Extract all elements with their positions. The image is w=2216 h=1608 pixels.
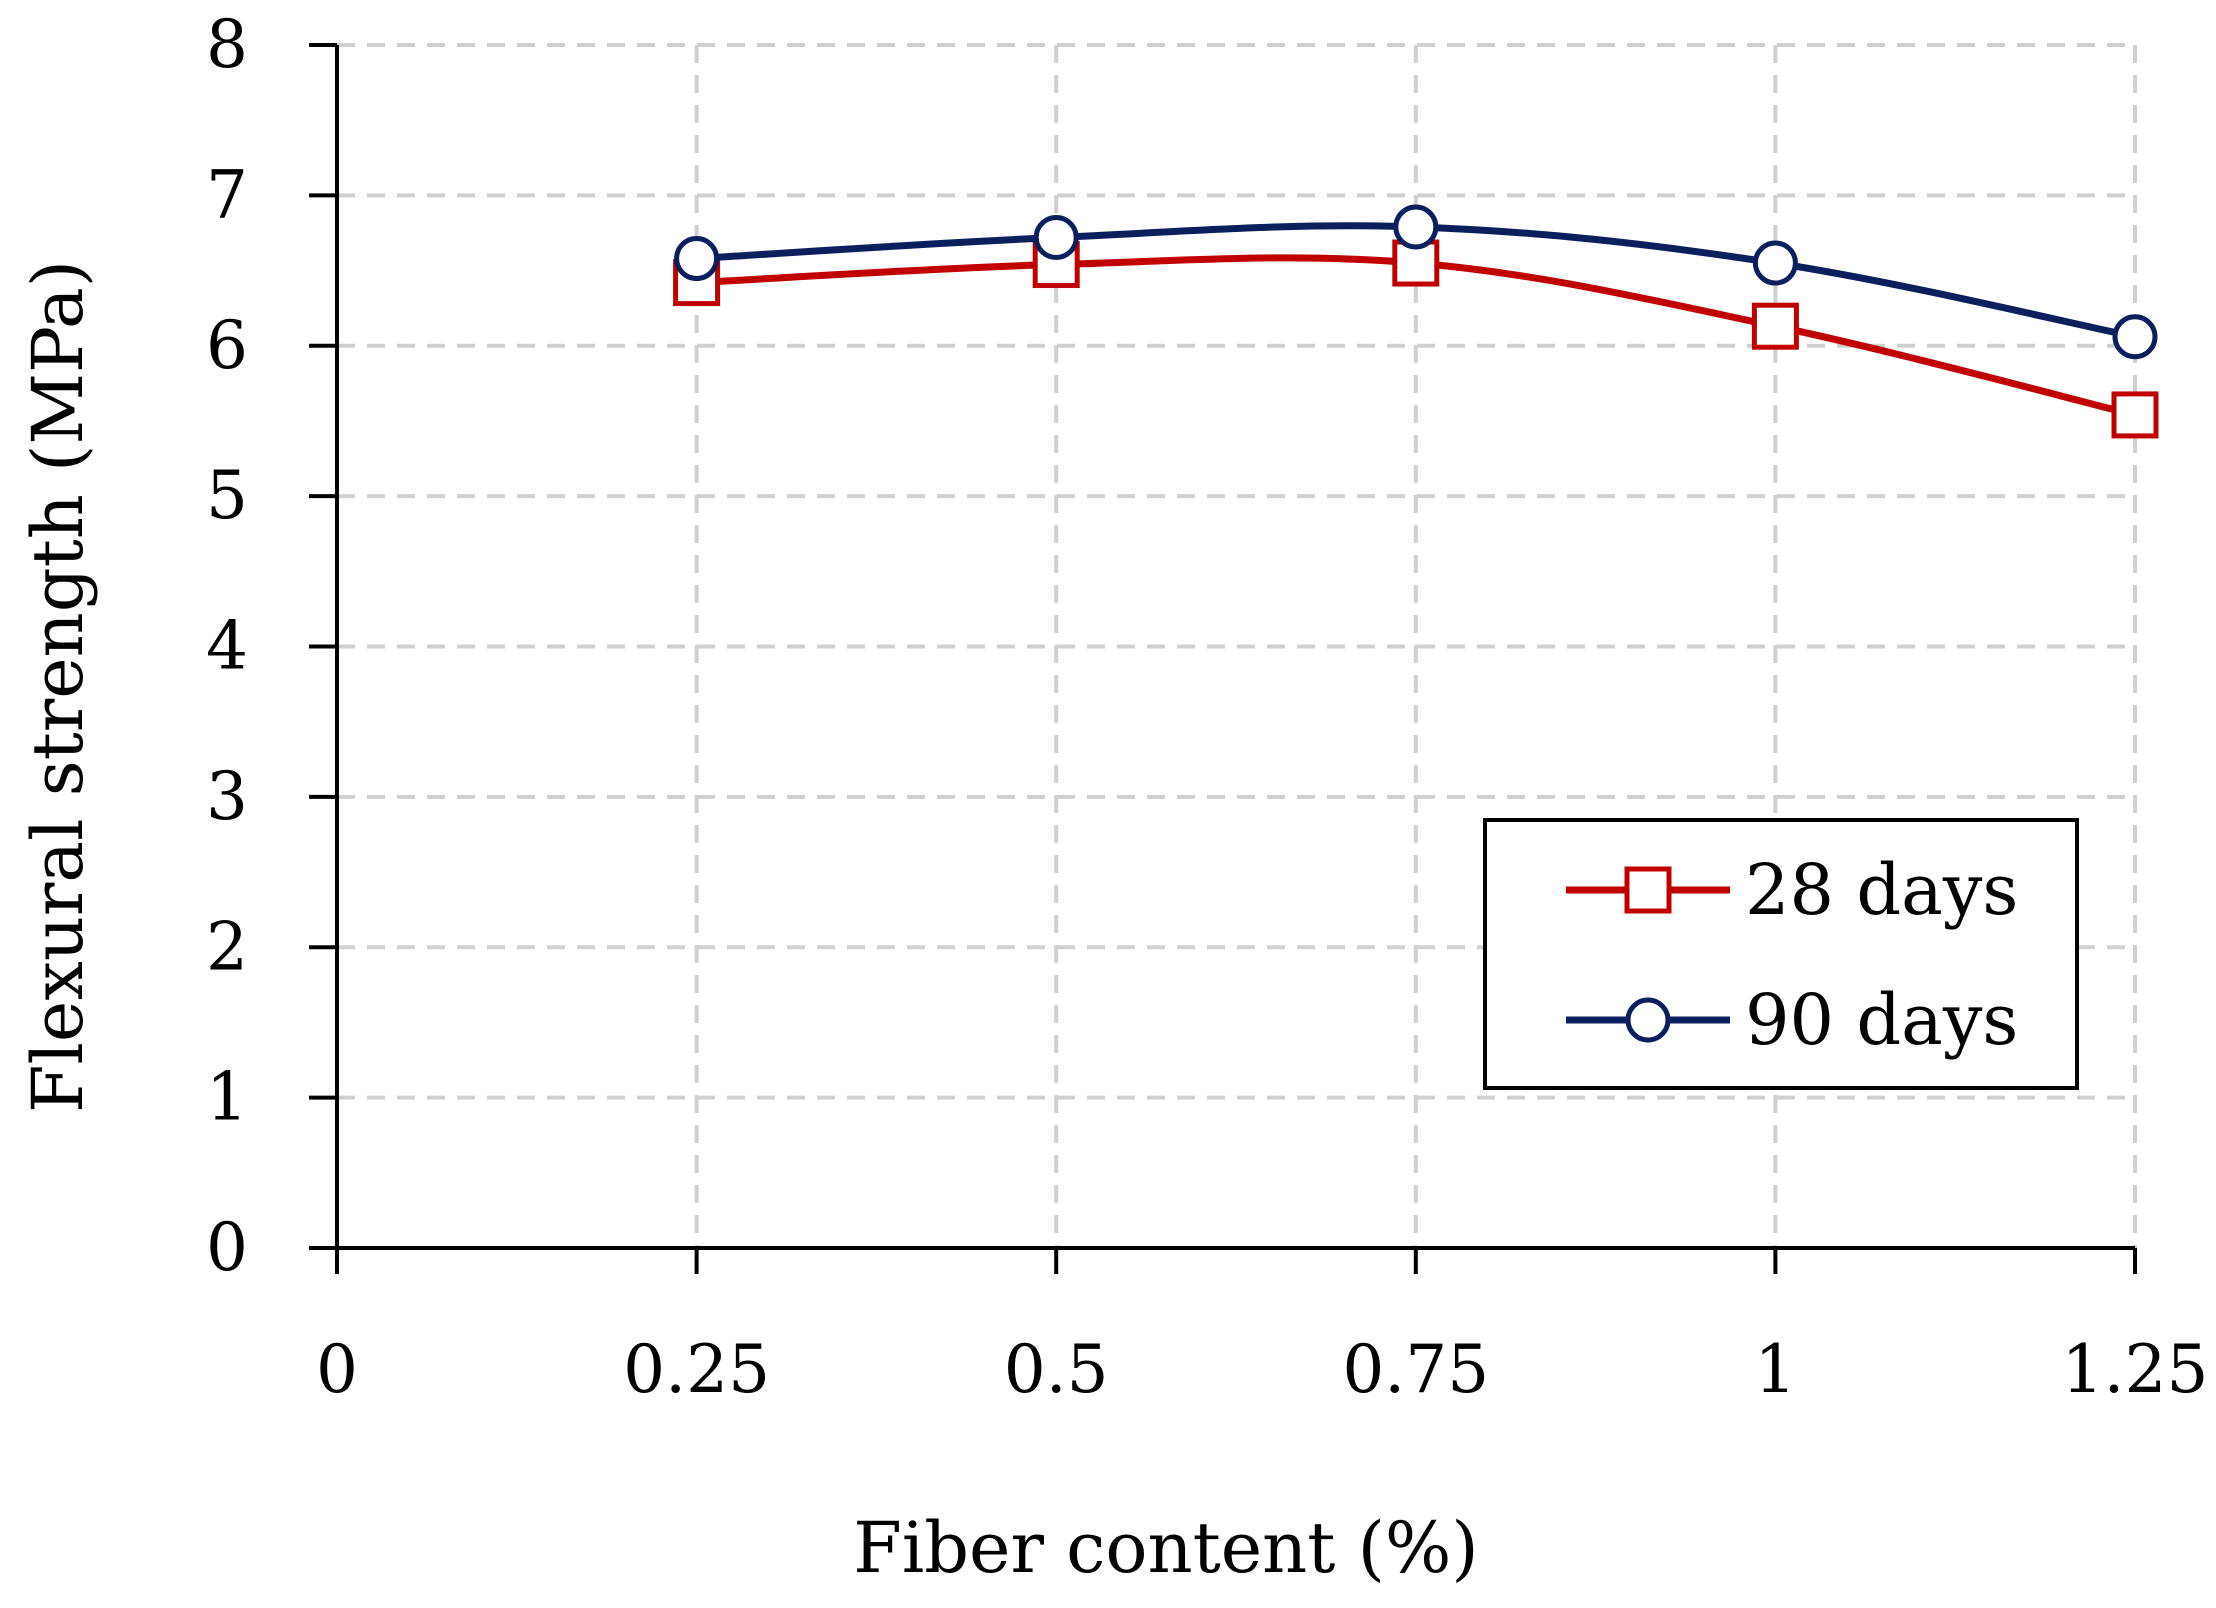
y-tick-label: 3 [206,758,248,835]
legend-label-90-days: 90 days [1745,979,2018,1061]
x-tick-label: 0 [316,1331,358,1408]
data-point-28-days [1751,302,1799,350]
data-point-90-days [2112,314,2158,360]
y-axis-title: Flexural strength (MPa) [17,260,99,1113]
data-point-90-days [1393,204,1439,250]
legend-item-90-days: 90 days [1566,979,2018,1061]
y-tick-label: 7 [206,156,248,233]
x-tick-label: 0.5 [1004,1331,1109,1408]
legend-marker-28-days [1624,866,1672,914]
y-tick-label: 0 [206,1209,248,1286]
series-90-days [674,204,2158,360]
data-point-90-days [1033,214,1079,260]
y-tick-label: 2 [206,908,248,985]
x-axis-title: Fiber content (%) [853,1507,1479,1589]
data-point-90-days [674,236,720,282]
x-tick-label: 1 [1754,1331,1796,1408]
legend-label-28-days: 28 days [1745,849,2018,931]
y-tick-label: 6 [206,307,248,384]
series-28-days [673,239,2159,439]
ticks: 0 1 2 3 4 5 6 7 8 0 0.25 0.5 0.75 1 1.25 [206,6,2208,1408]
x-tick-label: 0.25 [623,1331,770,1408]
y-tick-label: 8 [206,6,248,83]
legend-item-28-days: 28 days [1566,849,2018,931]
legend-box [1483,818,2079,1090]
series [673,204,2159,439]
y-tick-label: 5 [206,457,248,534]
data-point-90-days [1752,240,1798,286]
y-tick-label: 4 [206,608,248,685]
legend-marker-90-days [1625,997,1671,1043]
y-tick-label: 1 [206,1059,248,1136]
x-tick-label: 0.75 [1342,1331,1489,1408]
data-point-28-days [2111,391,2159,439]
x-tick-label: 1.25 [2062,1331,2209,1408]
legend: 28 days 90 days [1483,818,2079,1090]
